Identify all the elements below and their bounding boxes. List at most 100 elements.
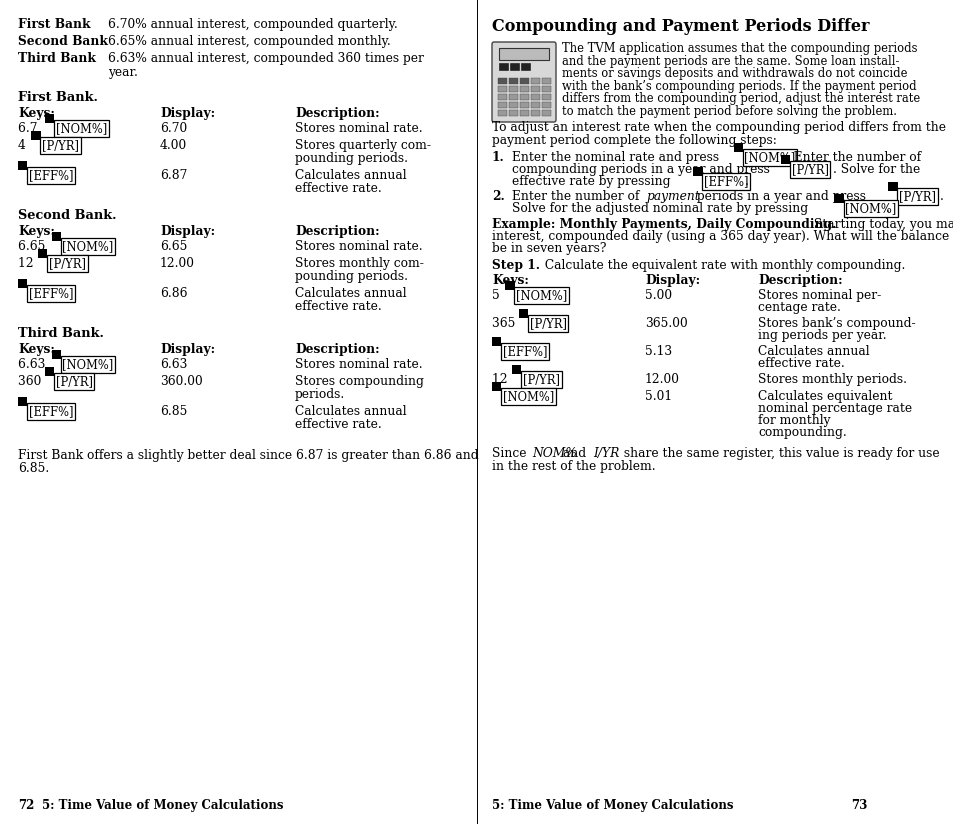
Text: Description:: Description: — [758, 274, 841, 287]
Bar — [531, 110, 539, 116]
Text: 6.63% annual interest, compounded 360 times per: 6.63% annual interest, compounded 360 ti… — [108, 52, 423, 65]
Text: [P/YR]: [P/YR] — [522, 373, 559, 386]
Text: to match the payment period before solving the problem.: to match the payment period before solvi… — [561, 105, 896, 118]
Text: Starting today, you make monthly deposits of $25 to an account paying 5%: Starting today, you make monthly deposit… — [809, 218, 953, 231]
Text: 6.65% annual interest, compounded monthly.: 6.65% annual interest, compounded monthl… — [108, 35, 391, 48]
Text: 5: Time Value of Money Calculations: 5: Time Value of Money Calculations — [492, 799, 733, 812]
Bar — [887, 182, 897, 191]
Text: Description:: Description: — [294, 343, 379, 356]
Text: To adjust an interest rate when the compounding period differs from the: To adjust an interest rate when the comp… — [492, 121, 945, 134]
Text: 6.63: 6.63 — [160, 358, 187, 371]
Text: share the same register, this value is ready for use: share the same register, this value is r… — [619, 447, 939, 460]
Text: [EFF%]: [EFF%] — [29, 405, 73, 418]
Bar — [505, 281, 514, 290]
Bar — [781, 155, 789, 164]
Text: 5.13: 5.13 — [644, 345, 672, 358]
Text: Second Bank: Second Bank — [18, 35, 108, 48]
Text: 6.85.: 6.85. — [18, 462, 50, 475]
Bar — [531, 78, 539, 84]
Text: periods in a year and press: periods in a year and press — [693, 190, 869, 203]
Text: Stores compounding: Stores compounding — [294, 375, 423, 388]
Text: 6.87: 6.87 — [160, 169, 187, 182]
Text: Stores bank’s compound-: Stores bank’s compound- — [758, 317, 915, 330]
Bar — [497, 102, 506, 108]
Text: 73: 73 — [851, 799, 867, 812]
Bar — [51, 350, 61, 359]
Bar — [509, 86, 517, 92]
Text: be in seven years?: be in seven years? — [492, 242, 606, 255]
Text: 4: 4 — [18, 139, 30, 152]
Text: The TVM application assumes that the compounding periods: The TVM application assumes that the com… — [561, 42, 917, 55]
Text: [P/YR]: [P/YR] — [49, 257, 86, 270]
Text: payment period complete the following steps:: payment period complete the following st… — [492, 134, 776, 147]
Text: Third Bank.: Third Bank. — [18, 327, 104, 340]
Text: .: . — [939, 190, 943, 203]
Bar — [18, 279, 27, 288]
Text: Calculates annual: Calculates annual — [294, 405, 406, 418]
Text: periods.: periods. — [294, 388, 345, 401]
Text: 2.: 2. — [492, 190, 504, 203]
Text: payment: payment — [646, 190, 700, 203]
Bar — [509, 110, 517, 116]
Text: Since: Since — [492, 447, 530, 460]
Text: ments or savings deposits and withdrawals do not coincide: ments or savings deposits and withdrawal… — [561, 67, 906, 80]
Bar — [497, 86, 506, 92]
Text: compounding.: compounding. — [758, 426, 846, 439]
Text: 6.7: 6.7 — [18, 122, 41, 135]
Text: First Bank offers a slightly better deal since 6.87 is greater than 6.86 and: First Bank offers a slightly better deal… — [18, 449, 478, 462]
Text: differs from the compounding period, adjust the interest rate: differs from the compounding period, adj… — [561, 92, 920, 105]
Bar — [733, 143, 742, 152]
Text: First Bank: First Bank — [18, 18, 91, 31]
Bar — [541, 78, 551, 84]
Text: Second Bank.: Second Bank. — [18, 209, 116, 222]
Bar — [497, 110, 506, 116]
Text: 4.00: 4.00 — [160, 139, 187, 152]
Text: I/YR: I/YR — [592, 447, 618, 460]
Text: 12.00: 12.00 — [644, 373, 679, 386]
Text: 12: 12 — [492, 373, 511, 386]
Bar — [834, 194, 843, 204]
Text: ing periods per year.: ing periods per year. — [758, 329, 885, 342]
Text: 72: 72 — [18, 799, 34, 812]
Bar — [497, 78, 506, 84]
Bar — [492, 382, 500, 391]
Text: in the rest of the problem.: in the rest of the problem. — [492, 460, 655, 473]
Bar — [498, 48, 548, 60]
Text: [EFF%]: [EFF%] — [703, 175, 748, 188]
Text: [NOM%]: [NOM%] — [743, 151, 795, 164]
Text: [P/YR]: [P/YR] — [898, 190, 935, 203]
Text: 12.00: 12.00 — [160, 257, 194, 270]
Text: effective rate by pressing: effective rate by pressing — [512, 175, 674, 188]
Bar — [497, 94, 506, 100]
Text: Keys:: Keys: — [492, 274, 528, 287]
Text: Stores monthly periods.: Stores monthly periods. — [758, 373, 906, 386]
Text: Stores quarterly com-: Stores quarterly com- — [294, 139, 431, 152]
Text: pounding periods.: pounding periods. — [294, 270, 408, 283]
Bar — [693, 167, 702, 176]
Bar — [541, 94, 551, 100]
Text: [EFF%]: [EFF%] — [29, 287, 73, 300]
Text: Keys:: Keys: — [18, 225, 55, 238]
Text: 6.70: 6.70 — [160, 122, 187, 135]
Text: Stores nominal rate.: Stores nominal rate. — [294, 358, 422, 371]
Bar — [38, 249, 48, 259]
Text: effective rate.: effective rate. — [294, 300, 381, 313]
Text: 360.00: 360.00 — [160, 375, 203, 388]
Text: [NOM%]: [NOM%] — [55, 122, 107, 135]
Text: Display:: Display: — [644, 274, 700, 287]
Text: [NOM%]: [NOM%] — [502, 390, 554, 403]
Bar — [51, 232, 61, 241]
Text: Keys:: Keys: — [18, 107, 55, 120]
Bar — [18, 162, 27, 171]
Bar — [18, 397, 27, 406]
Text: with the bank’s compounding periods. If the payment period: with the bank’s compounding periods. If … — [561, 79, 916, 92]
Text: NOM%: NOM% — [532, 447, 577, 460]
Text: year.: year. — [108, 66, 138, 79]
Text: 5.00: 5.00 — [644, 289, 672, 302]
Text: [EFF%]: [EFF%] — [29, 169, 73, 182]
Text: 6.65: 6.65 — [160, 240, 187, 253]
Text: interest, compounded daily (using a 365 day year). What will the balance: interest, compounded daily (using a 365 … — [492, 230, 948, 243]
Text: [P/YR]: [P/YR] — [529, 317, 566, 330]
Text: Step 1.: Step 1. — [492, 259, 539, 272]
Text: [P/YR]: [P/YR] — [42, 139, 79, 152]
